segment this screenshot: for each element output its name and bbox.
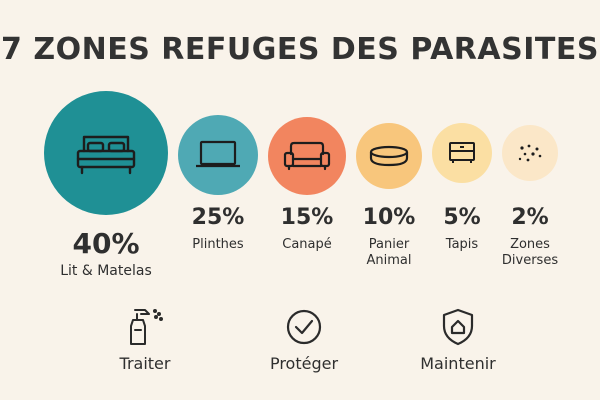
page-title: 7 ZONES REFUGES DES PARASITES — [1, 32, 599, 67]
zone-misc-label: Zones Diverses — [488, 237, 572, 269]
spray-bottle-icon — [130, 309, 163, 345]
zone-bed-circle — [44, 91, 168, 215]
zone-pet-basket-label: Panier Animal — [350, 237, 428, 269]
zone-rug-circle — [432, 123, 492, 183]
zone-baseboard-percent: 25% — [191, 205, 245, 230]
zone-misc-circle — [502, 125, 558, 181]
action-maintain-label: Maintenir — [420, 354, 496, 373]
zone-bed-percent: 40% — [72, 227, 140, 260]
zone-baseboard-label: Plinthes — [192, 237, 244, 252]
baseboard-icon — [196, 140, 240, 168]
action-protect: Protéger — [254, 306, 354, 373]
rug-icon — [449, 142, 475, 163]
zone-misc-label-line2: Diverses — [501, 253, 559, 268]
shield-home-icon — [442, 308, 474, 346]
zone-pet-basket-label-line1: Panier — [368, 237, 410, 252]
zone-rug-percent: 5% — [443, 205, 481, 230]
zone-misc-label-line1: Zones — [510, 237, 550, 252]
check-circle-icon — [286, 309, 322, 345]
action-maintain: Maintenir — [408, 306, 508, 373]
zone-sofa-label: Canapé — [282, 237, 332, 252]
zone-baseboard-circle — [178, 115, 258, 195]
zone-pet-basket-circle — [356, 123, 422, 189]
zone-sofa-circle — [268, 117, 346, 195]
zone-pet-basket-label-line2: Animal — [366, 253, 412, 268]
action-protect-label: Protéger — [269, 354, 339, 373]
bed-icon — [76, 135, 136, 175]
zone-sofa-percent: 15% — [280, 205, 334, 230]
zone-pet-basket-percent: 10% — [362, 205, 416, 230]
dots-icon — [518, 144, 542, 162]
action-treat-label: Traiter — [119, 354, 171, 373]
zone-bed-label: Lit & Matelas — [60, 263, 152, 279]
zone-rug-label: Tapis — [445, 237, 479, 252]
sofa-icon — [283, 141, 331, 171]
action-treat: Traiter — [100, 306, 190, 373]
zone-misc-percent: 2% — [511, 205, 549, 230]
pet-basket-icon — [369, 145, 409, 167]
